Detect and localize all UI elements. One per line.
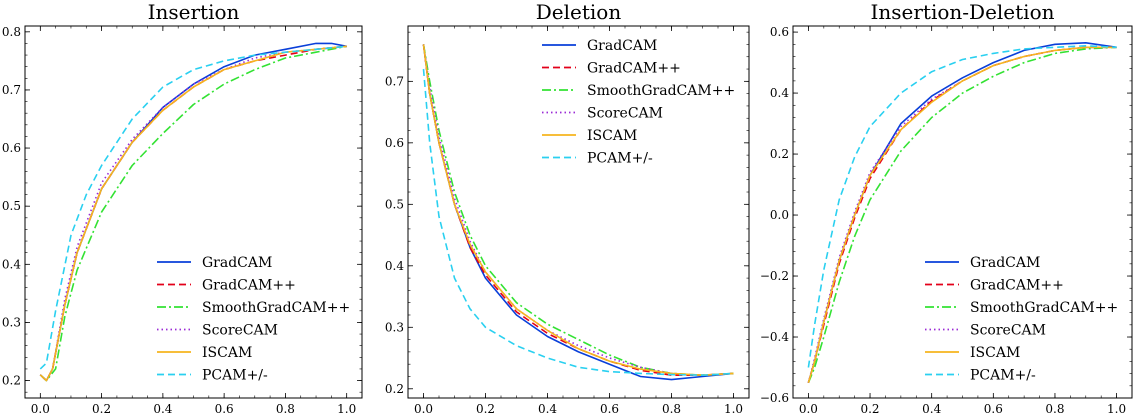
legend-label: ISCAM [202,345,252,361]
x-tick-label: 1.0 [1107,402,1126,416]
y-tick-label: 0.5 [2,199,21,213]
y-tick-label: 0.2 [2,374,21,388]
x-tick-label: 0.0 [414,402,433,416]
y-tick-label: −0.4 [760,330,790,344]
series-line-iscam [39,45,347,382]
y-tick-label: 0.3 [385,320,404,334]
plot-frame [792,25,1133,399]
deletion-chart: Deletion 0.0 0.2 0.4 0.6 0.8 1.0 0.2 0.3 0.4 0.5 0.… [385,0,750,416]
legend-label: GradCAM [970,255,1040,271]
legend-label: SmoothGradCAM++ [587,83,735,99]
x-tick-label: 0.6 [600,402,619,416]
y-tick-label: 0.7 [385,74,404,88]
chart-title: Insertion [148,0,240,24]
y-tick-label: 0.6 [2,141,21,155]
y-tick-label: 0.6 [385,136,404,150]
legend-label: ScoreCAM [202,323,278,339]
chart-title: Insertion-Deletion [870,0,1054,24]
series-line-scorecam [422,44,734,376]
y-tick-label: 0.2 [385,382,404,396]
y-tick-label: 0.8 [2,25,21,39]
series-line-smoothgradcam- [807,46,1117,384]
legend-label: ISCAM [970,345,1020,361]
legend-label: GradCAM++ [587,61,681,77]
y-tick-label: 0.0 [770,208,789,222]
x-tick-label: 0.4 [922,402,941,416]
legend-label: ISCAM [587,128,637,144]
series-line-smoothgradcam- [39,45,347,382]
legend-label: SmoothGradCAM++ [202,300,350,316]
x-tick-label: 0.2 [860,402,879,416]
series-line-pcam- [422,68,734,376]
x-tick-label: 0.6 [215,402,234,416]
legend-label: ScoreCAM [970,323,1046,339]
x-tick-label: 1.0 [337,402,356,416]
chart-title: Deletion [536,0,622,24]
legend-label: GradCAM [587,38,657,54]
series-line-pcam- [807,45,1117,368]
x-tick-label: 0.2 [476,402,495,416]
series-line-iscam [422,44,734,376]
y-tick-label: 0.3 [2,315,21,329]
y-tick-label: −0.2 [760,269,789,283]
y-tick-label: 0.6 [770,25,789,39]
series-line-pcam- [39,45,347,370]
plot-frame [407,25,750,399]
y-tick-label: 0.4 [385,259,404,273]
legend-label: GradCAM++ [970,278,1064,294]
insertion-chart: Insertion 0.0 0.2 0.4 0.6 0.8 1.0 0.2 0.3 0.4 0.5 0… [2,0,363,416]
x-tick-label: 0.8 [276,402,295,416]
legend-label: PCAM+/- [587,151,653,167]
plot-frame [24,25,363,399]
insertion-deletion-chart: Insertion-Deletion 0.0 0.2 0.4 0.6 0.8 1.0 −0.6… [760,0,1133,416]
legend-label: SmoothGradCAM++ [970,300,1118,316]
x-tick-label: 0.0 [799,402,818,416]
y-tick-label: 0.4 [770,86,789,100]
x-tick-label: 1.0 [724,402,743,416]
x-tick-label: 0.8 [1045,402,1064,416]
x-tick-label: 0.4 [153,402,172,416]
y-tick-label: 0.4 [2,257,21,271]
x-tick-label: 0.8 [662,402,681,416]
y-tick-label: 0.7 [2,83,21,97]
legend-label: ScoreCAM [587,106,663,122]
series-line-iscam [807,46,1117,384]
y-tick-label: 0.5 [385,197,404,211]
legend-label: GradCAM [202,255,272,271]
legend-label: GradCAM++ [202,278,296,294]
y-tick-label: −0.6 [760,391,789,405]
x-tick-label: 0.6 [984,402,1003,416]
x-tick-label: 0.4 [538,402,557,416]
legend-label: PCAM+/- [970,368,1036,384]
x-tick-label: 0.0 [31,402,50,416]
legend-label: PCAM+/- [202,368,268,384]
y-tick-label: 0.2 [770,147,789,161]
x-tick-label: 0.2 [92,402,111,416]
